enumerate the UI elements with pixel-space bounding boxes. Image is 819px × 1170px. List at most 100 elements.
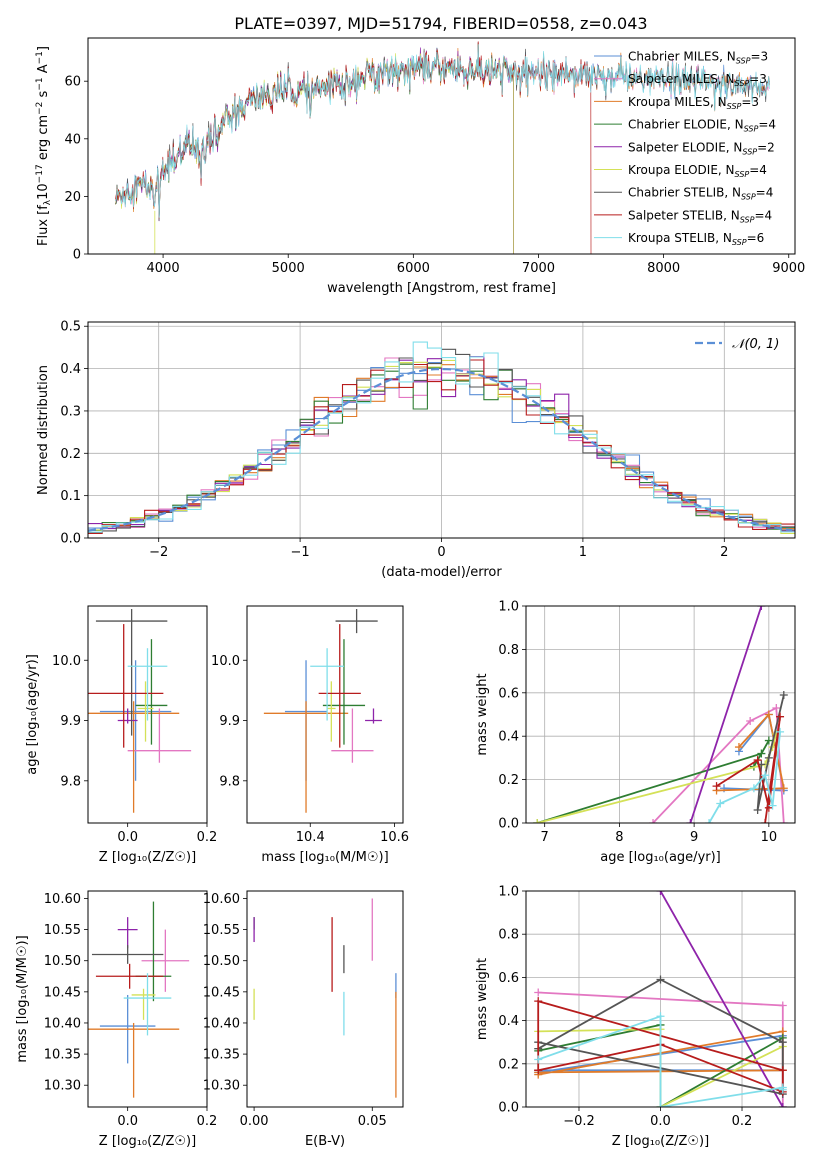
y-tick-label: 0.2 <box>498 773 519 788</box>
y-tick-label: 1.0 <box>498 600 519 615</box>
weight-marker-kroupa-stelib <box>705 819 714 823</box>
weight-marker-kroupa-miles <box>734 743 743 752</box>
x-tick-label: 10 <box>761 830 778 845</box>
weight-marker-salpeter-miles <box>772 703 781 712</box>
legend: 𝒩(0, 1) <box>695 337 779 352</box>
y-tick-label: 0.6 <box>498 971 519 986</box>
y-tick-label: 0.5 <box>60 320 81 335</box>
x-tick-label: 5000 <box>272 261 305 276</box>
y-axis-label: Flux [fλ10−17 erg cm−2 s−1 A−1] <box>35 46 53 246</box>
y-tick-label: 0.0 <box>498 1101 519 1116</box>
y-tick-label: 10.0 <box>52 654 81 669</box>
y-axis-label: mass weight <box>475 673 490 755</box>
y-tick-label: 10.60 <box>44 892 81 907</box>
x-tick-label: 0 <box>437 545 445 560</box>
weight-marker-kroupa-elodie <box>533 819 542 823</box>
legend-label-salpeter-miles: Salpeter MILES, NSSP=3 <box>628 72 767 88</box>
y-tick-label: 60 <box>64 75 81 90</box>
x-tick-label: −0.2 <box>563 1114 595 1129</box>
y-tick-label: 40 <box>64 132 81 147</box>
y-tick-label: 10.50 <box>203 954 240 969</box>
weight-marker-salpeter-miles <box>534 988 543 997</box>
y-tick-label: 9.9 <box>219 714 240 729</box>
weight-marker-kroupa-stelib <box>716 799 725 808</box>
legend: Chabrier MILES, NSSP=3 Salpeter MILES, NS… <box>594 50 776 247</box>
y-tick-label: 0.0 <box>60 532 81 547</box>
y-tick-label: 10.40 <box>44 1016 81 1031</box>
x-tick-label: 8 <box>615 830 623 845</box>
y-tick-label: 0.4 <box>498 1014 519 1029</box>
legend-label-salpeter-stelib: Salpeter STELIB, NSSP=4 <box>628 208 772 224</box>
panel-3: 0.0 0.2 9.8 9.9 10.0 Z [log₁₀(Z/Z☉)] age [log₁… <box>25 605 217 865</box>
x-tick-label: 7 <box>541 830 549 845</box>
y-tick-label: 10.35 <box>203 1048 240 1063</box>
y-tick-label: 0.4 <box>60 362 81 377</box>
panel-4: 10.4 10.6 9.8 9.9 10.0 mass [log₁₀(M/M☉)] <box>211 605 409 865</box>
y-tick-label: 0.8 <box>498 928 519 943</box>
weight-marker-chabrier-stelib <box>764 753 773 762</box>
legend-label-chabrier-miles: Chabrier MILES, NSSP=3 <box>628 50 768 66</box>
x-axis-label: (data-model)/error <box>381 565 502 580</box>
x-tick-label: 1 <box>579 545 587 560</box>
plot-area <box>88 609 192 813</box>
x-axis-label: wavelength [Angstrom, rest frame] <box>327 281 556 296</box>
y-tick-label: 0.8 <box>498 643 519 658</box>
x-tick-label: 0.00 <box>240 1114 269 1129</box>
x-axis-label: E(B-V) <box>305 1134 345 1149</box>
y-axis-label: mass [log₁₀(M/M☉)] <box>15 935 30 1062</box>
weight-marker-salpeter-miles <box>746 717 755 726</box>
weight-marker-salpeter-miles <box>778 1001 787 1010</box>
y-tick-label: 1.0 <box>498 885 519 900</box>
y-tick-label: 10.45 <box>203 985 240 1000</box>
normal-curve <box>88 367 793 532</box>
y-tick-label: 10.0 <box>211 654 240 669</box>
weight-line-salpeter-stelib <box>537 1000 784 1094</box>
y-tick-label: 10.55 <box>203 923 240 938</box>
weight-marker-chabrier-stelib <box>753 805 762 814</box>
weight-marker-salpeter-stelib <box>761 819 770 823</box>
x-tick-label: 0.05 <box>358 1114 387 1129</box>
y-tick-label: 10.35 <box>44 1048 81 1063</box>
weight-marker-kroupa-stelib <box>656 1012 665 1021</box>
plot-area <box>88 341 795 534</box>
weight-marker-kroupa-stelib <box>776 727 785 736</box>
y-tick-label: 10.40 <box>203 1016 240 1031</box>
panel-5: 7 8 9 10 0.0 0.2 0.4 0.6 0.8 1.0 age [log₁₀(age/yr… <box>475 600 796 865</box>
weight-marker-kroupa-stelib <box>534 1055 543 1064</box>
plot-area <box>534 891 787 1107</box>
weight-line-salpeter-stelib <box>716 716 781 823</box>
panel-7: 0.00 0.05 10.30 10.35 10.40 10.45 10.50 10.55 10… <box>203 890 404 1149</box>
axes-frame <box>246 890 404 1108</box>
plot-area <box>533 606 788 823</box>
legend-label-chabrier-elodie: Chabrier ELODIE, NSSP=4 <box>628 118 776 134</box>
plot-area <box>253 898 397 1098</box>
x-tick-label: 10.4 <box>296 830 325 845</box>
spectrum-salpeter-elodie <box>115 47 514 254</box>
weight-line-kroupa-stelib <box>708 731 781 823</box>
x-tick-label: 0.2 <box>732 1114 753 1129</box>
plot-area <box>263 609 382 813</box>
y-tick-label: 0.3 <box>60 404 81 419</box>
weight-marker-chabrier-stelib <box>778 1038 787 1047</box>
y-tick-label: 10.60 <box>203 892 240 907</box>
x-tick-label: 6000 <box>397 261 430 276</box>
axes-frame <box>246 605 404 824</box>
weight-marker-salpeter-stelib <box>712 782 721 791</box>
histogram-kroupa-stelib <box>88 341 795 533</box>
x-tick-label: 4000 <box>147 261 180 276</box>
x-tick-label: 0.0 <box>117 1114 138 1129</box>
weight-marker-kroupa-miles <box>764 710 773 719</box>
plot-area <box>88 901 190 1098</box>
panel-8: −0.2 0.0 0.2 0.0 0.2 0.4 0.6 0.8 1.0 Z [log₁₀(Z/Z… <box>475 885 796 1149</box>
y-axis-label: Normed distribution <box>36 365 51 495</box>
x-tick-label: 0.2 <box>197 1114 218 1129</box>
y-tick-label: 10.30 <box>44 1079 81 1094</box>
y-tick-label: 0.4 <box>498 730 519 745</box>
weight-line-salpeter-elodie <box>689 606 763 823</box>
weight-marker-salpeter-stelib <box>778 1066 787 1075</box>
weight-marker-salpeter-stelib <box>534 997 543 1006</box>
legend-label-kroupa-elodie: Kroupa ELODIE, NSSP=4 <box>628 163 767 179</box>
x-axis-label: mass [log₁₀(M/M☉)] <box>261 850 388 865</box>
weight-marker-chabrier-stelib <box>779 690 788 699</box>
y-tick-label: 0.6 <box>498 686 519 701</box>
